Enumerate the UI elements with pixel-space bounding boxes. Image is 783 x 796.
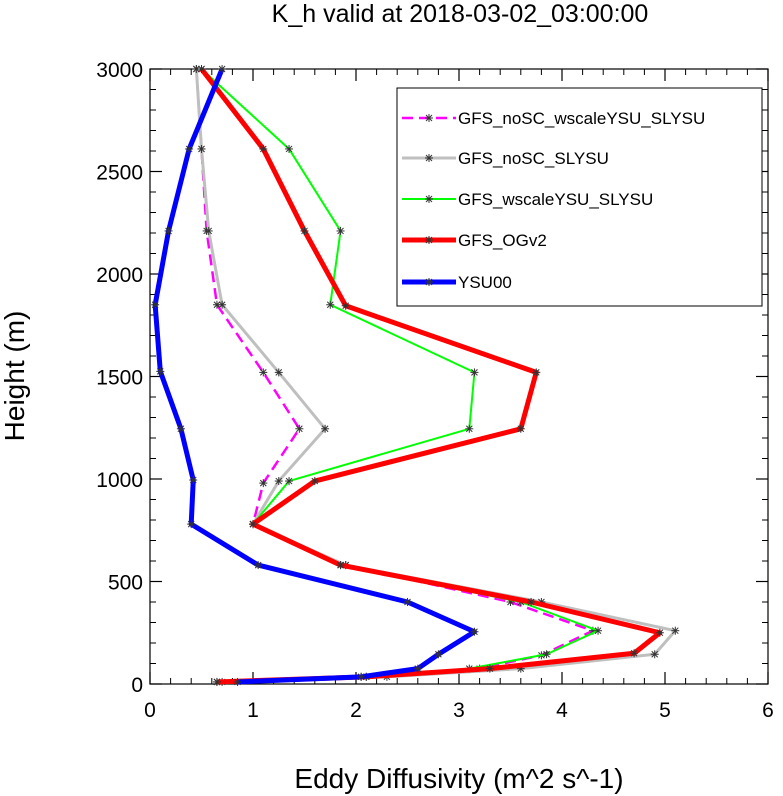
x-tick-label: 0 <box>144 699 156 722</box>
data-point <box>594 626 603 635</box>
y-tick-label: 1500 <box>96 367 143 390</box>
y-tick-label: 0 <box>131 674 143 697</box>
data-point <box>259 479 268 488</box>
data-point <box>285 144 294 153</box>
data-point <box>465 424 474 433</box>
data-point <box>655 628 664 637</box>
data-point <box>212 677 221 686</box>
data-point <box>403 598 412 606</box>
data-point <box>164 226 173 235</box>
legend-marker <box>425 195 433 203</box>
x-tick-label: 3 <box>453 699 465 722</box>
data-point <box>470 368 479 377</box>
data-point <box>285 477 294 486</box>
data-point <box>413 664 422 673</box>
data-point <box>650 650 659 659</box>
data-point <box>185 144 194 153</box>
data-point <box>189 476 198 485</box>
data-point <box>233 677 242 686</box>
data-point <box>197 65 206 73</box>
legend-entry-label: YSU00 <box>458 273 512 292</box>
data-point <box>434 650 443 659</box>
y-tick-label: 3000 <box>96 59 143 82</box>
data-point <box>671 626 680 635</box>
axis-ticks: 0 1 2 3 4 5 6 0 500 1000 1500 2000 2500 3000 <box>96 59 774 722</box>
data-point <box>249 520 257 529</box>
data-point <box>218 300 227 309</box>
legend-marker <box>425 114 433 122</box>
legend-entry-label: GFS_OGv2 <box>458 231 547 250</box>
data-point <box>532 368 541 377</box>
x-tick-label: 2 <box>350 699 362 722</box>
data-point <box>259 144 268 153</box>
data-point <box>274 477 283 486</box>
data-point <box>176 424 185 433</box>
y-tick-label: 2500 <box>96 162 143 185</box>
data-point <box>357 672 366 681</box>
y-tick-label: 1000 <box>96 469 143 492</box>
data-point <box>259 368 268 377</box>
data-point <box>321 424 330 433</box>
legend-entry-label: GFS_noSC_SLYSU <box>458 149 609 168</box>
legend-marker <box>425 236 433 244</box>
data-point <box>300 226 309 235</box>
data-point <box>336 226 345 235</box>
data-point <box>485 664 494 673</box>
data-point <box>151 300 160 309</box>
data-point <box>527 598 536 606</box>
data-point <box>470 627 479 636</box>
data-point <box>630 649 639 658</box>
data-point <box>254 561 263 570</box>
legend: GFS_noSC_wscaleYSU_SLYSU GFS_noSC_SLYSU GF… <box>396 87 763 307</box>
x-tick-label: 6 <box>762 699 774 722</box>
chart-title: K_h valid at 2018-03-02_03:00:00 <box>272 0 649 28</box>
data-point <box>274 368 283 377</box>
y-axis-label: Height (m) <box>0 311 30 442</box>
legend-marker <box>425 154 433 162</box>
series-lines <box>151 65 680 686</box>
data-point <box>341 301 350 310</box>
legend-box <box>396 87 763 307</box>
data-point <box>542 650 551 659</box>
y-tick-label: 2000 <box>96 264 143 287</box>
data-point <box>212 300 221 309</box>
data-point <box>156 367 165 376</box>
data-point <box>295 424 304 433</box>
data-point <box>218 65 227 73</box>
x-tick-label: 4 <box>556 699 568 722</box>
data-point <box>336 561 345 570</box>
data-point <box>516 424 525 433</box>
x-axis-label: Eddy Diffusivity (m^2 s^-1) <box>294 763 623 794</box>
legend-marker <box>425 278 433 286</box>
x-tick-label: 1 <box>247 699 259 722</box>
data-point <box>326 300 335 309</box>
data-point <box>204 226 213 235</box>
data-point <box>187 520 196 529</box>
legend-entry-label: GFS_noSC_wscaleYSU_SLYSU <box>458 109 705 128</box>
x-tick-label: 5 <box>659 699 671 722</box>
y-tick-label: 500 <box>108 572 143 595</box>
legend-entry-label: GFS_wscaleYSU_SLYSU <box>458 190 653 209</box>
data-point <box>197 144 206 153</box>
data-point <box>310 477 319 486</box>
